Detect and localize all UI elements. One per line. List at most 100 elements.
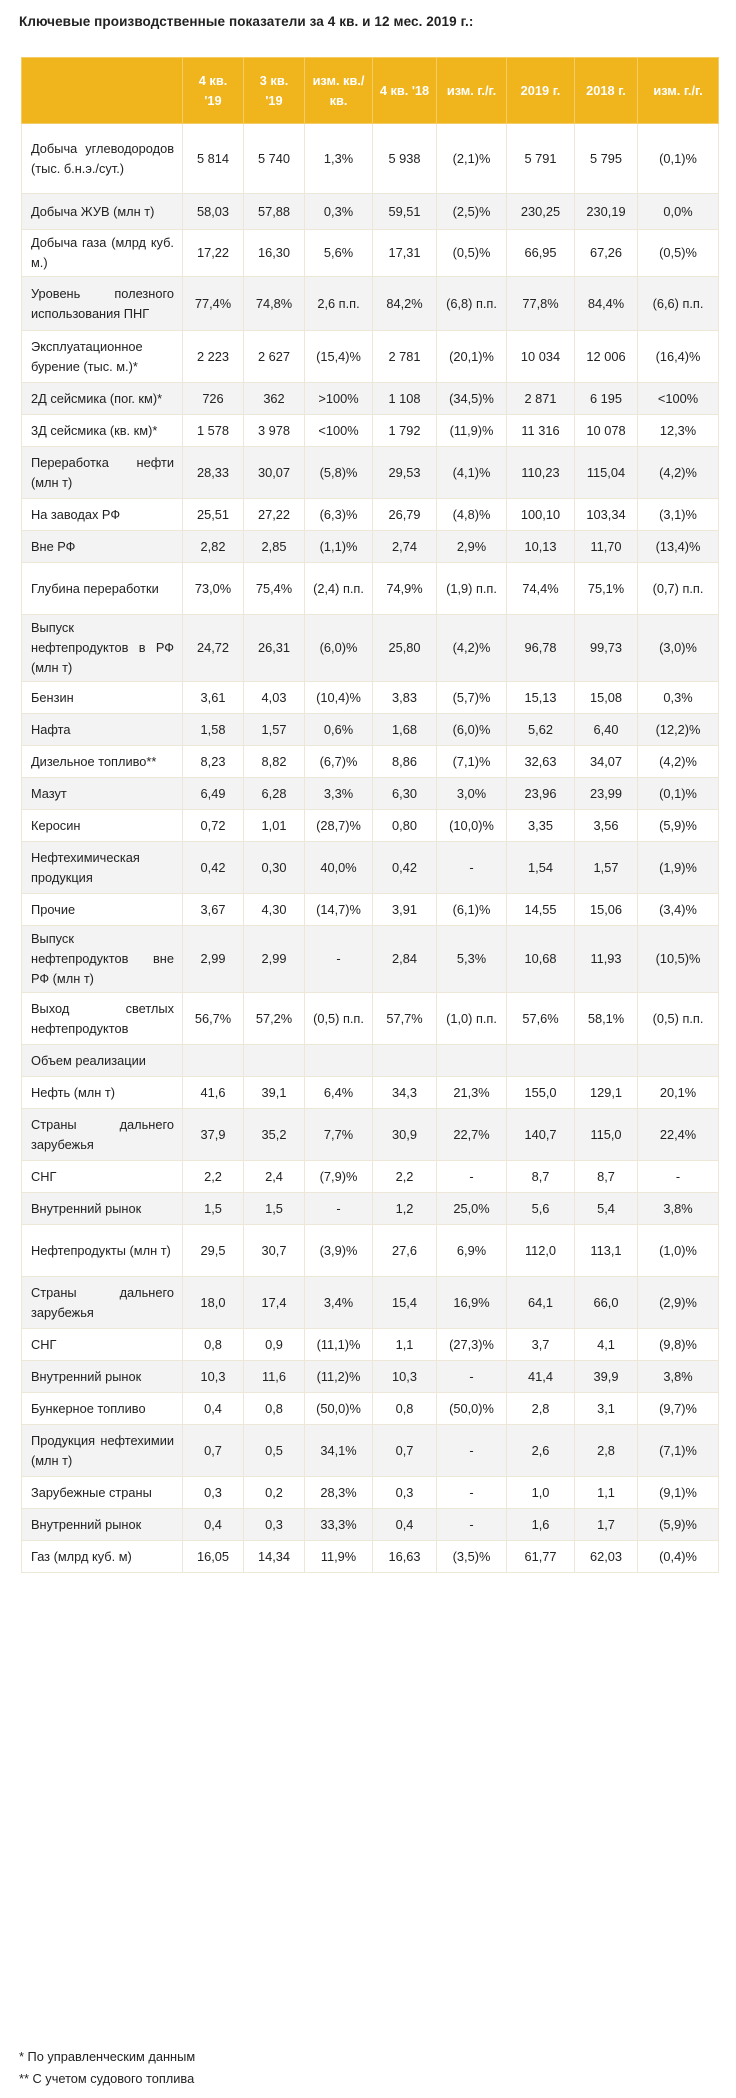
table-row: Уровень полезного использования ПНГ 77,4%… (21, 276, 719, 331)
table-row: Добыча углеводородов (тыс. б.н.э./сут.) 5… (21, 123, 719, 194)
value-cell: 30,07 (243, 446, 305, 499)
table-body: Добыча углеводородов (тыс. б.н.э./сут.) 5… (21, 123, 719, 1573)
value-cell: 1 578 (182, 414, 244, 447)
value-cell: 17,22 (182, 229, 244, 277)
value-cell: 1,5 (243, 1192, 305, 1225)
table-row: Нефтехимическая продукция 0,42 0,30 40,0% 0,… (21, 841, 719, 894)
value-cell: (6,7)% (304, 745, 373, 778)
value-cell: 2,99 (243, 925, 305, 993)
value-cell: 10,3 (182, 1360, 244, 1393)
table-row: Нефть (млн т) 41,6 39,1 6,4% 34,3 21,3% 155,0 1… (21, 1076, 719, 1109)
value-cell: 41,6 (182, 1076, 244, 1109)
value-cell: 0,4 (372, 1508, 437, 1541)
value-cell: 0,4 (182, 1392, 244, 1425)
value-cell: 57,6% (506, 992, 575, 1045)
value-cell: 2,2 (182, 1160, 244, 1193)
value-cell: 4,1 (574, 1328, 638, 1361)
value-cell: 230,19 (574, 193, 638, 230)
value-cell: 40,0% (304, 841, 373, 894)
value-cell: (20,1)% (436, 330, 507, 383)
column-header: 4 кв. '18 (372, 57, 437, 124)
row-label: Переработка нефти (млн т) (21, 446, 183, 499)
value-cell: (9,8)% (637, 1328, 719, 1361)
value-cell: (3,4)% (637, 893, 719, 926)
table-row: Внутренний рынок 10,3 11,6 (11,2)% 10,3-41,4… (21, 1360, 719, 1393)
table-row: На заводах РФ 25,51 27,22 (6,3)% 26,79 (4,8)%… (21, 498, 719, 531)
value-cell: 230,25 (506, 193, 575, 230)
value-cell: 3,4% (304, 1276, 373, 1329)
value-cell: 11,9% (304, 1540, 373, 1573)
value-cell: 77,4% (182, 276, 244, 331)
value-cell: (7,1)% (436, 745, 507, 778)
value-cell: 2,4 (243, 1160, 305, 1193)
value-cell: (1,1)% (304, 530, 373, 563)
value-cell: 0,80 (372, 809, 437, 842)
row-label: Зарубежные страны (21, 1476, 183, 1509)
value-cell: 77,8% (506, 276, 575, 331)
value-cell: 2,85 (243, 530, 305, 563)
value-cell: 1,58 (182, 713, 244, 746)
value-cell: 15,13 (506, 681, 575, 714)
value-cell: 0,3% (637, 681, 719, 714)
row-label: Бункерное топливо (21, 1392, 183, 1425)
value-cell: 2 781 (372, 330, 437, 383)
table-row: Внутренний рынок 0,4 0,3 33,3% 0,4-1,6 1,7 (5,… (21, 1508, 719, 1541)
value-cell: (12,2)% (637, 713, 719, 746)
table-row: Продукция нефтехимии (млн т) 0,7 0,5 34,1% 0… (21, 1424, 719, 1477)
value-cell: 34,3 (372, 1076, 437, 1109)
value-cell (637, 1044, 719, 1077)
table-header-row: 4 кв. '19 3 кв. '19 изм. кв./кв. 4 кв. '18 и… (21, 57, 719, 124)
value-cell: 0,5 (243, 1424, 305, 1477)
column-header: изм. г./г. (436, 57, 507, 124)
value-cell: (15,4)% (304, 330, 373, 383)
value-cell: 10,3 (372, 1360, 437, 1393)
table-row: Нафта 1,58 1,57 0,6% 1,68 (6,0)% 5,62 6,40 (12,2… (21, 713, 719, 746)
table-row: СНГ 2,2 2,4 (7,9)% 2,2-8,7 8,7- (21, 1160, 719, 1193)
value-cell: 58,03 (182, 193, 244, 230)
value-cell: - (436, 1476, 507, 1509)
value-cell: 96,78 (506, 614, 575, 682)
value-cell: 5,62 (506, 713, 575, 746)
header-corner-cell (21, 57, 183, 124)
row-label: 2Д сейсмика (пог. км)* (21, 382, 183, 415)
value-cell: 3,0% (436, 777, 507, 810)
value-cell: (6,6) п.п. (637, 276, 719, 331)
value-cell: 41,4 (506, 1360, 575, 1393)
value-cell: (1,9) п.п. (436, 562, 507, 615)
value-cell: 6,28 (243, 777, 305, 810)
table-row: Добыча газа (млрд куб. м.) 17,22 16,30 5,6%… (21, 229, 719, 277)
value-cell: 3,8% (637, 1360, 719, 1393)
value-cell: 2,82 (182, 530, 244, 563)
value-cell: 33,3% (304, 1508, 373, 1541)
value-cell: 66,95 (506, 229, 575, 277)
value-cell: (0,5)% (637, 229, 719, 277)
value-cell: 1,3% (304, 123, 373, 194)
footnote-management-data: * По управленческим данным (19, 2049, 196, 2064)
value-cell: 0,2 (243, 1476, 305, 1509)
value-cell (372, 1044, 437, 1077)
value-cell: (3,1)% (637, 498, 719, 531)
value-cell: (5,9)% (637, 809, 719, 842)
value-cell: (4,2)% (436, 614, 507, 682)
value-cell: 14,34 (243, 1540, 305, 1573)
value-cell: 28,3% (304, 1476, 373, 1509)
value-cell: 6,4% (304, 1076, 373, 1109)
value-cell: 3,1 (574, 1392, 638, 1425)
value-cell: 26,79 (372, 498, 437, 531)
value-cell: 59,51 (372, 193, 437, 230)
table-row: Зарубежные страны 0,3 0,2 28,3% 0,3-1,0 1,1 (9… (21, 1476, 719, 1509)
value-cell: (0,5) п.п. (637, 992, 719, 1045)
row-label: СНГ (21, 1160, 183, 1193)
value-cell: (6,1)% (436, 893, 507, 926)
value-cell: (11,1)% (304, 1328, 373, 1361)
value-cell: (28,7)% (304, 809, 373, 842)
value-cell: 0,3 (182, 1476, 244, 1509)
value-cell: 726 (182, 382, 244, 415)
value-cell: 25,51 (182, 498, 244, 531)
value-cell: (9,7)% (637, 1392, 719, 1425)
row-label: Бензин (21, 681, 183, 714)
value-cell: 0,8 (182, 1328, 244, 1361)
value-cell: 0,42 (182, 841, 244, 894)
value-cell: (6,8) п.п. (436, 276, 507, 331)
value-cell: 29,53 (372, 446, 437, 499)
